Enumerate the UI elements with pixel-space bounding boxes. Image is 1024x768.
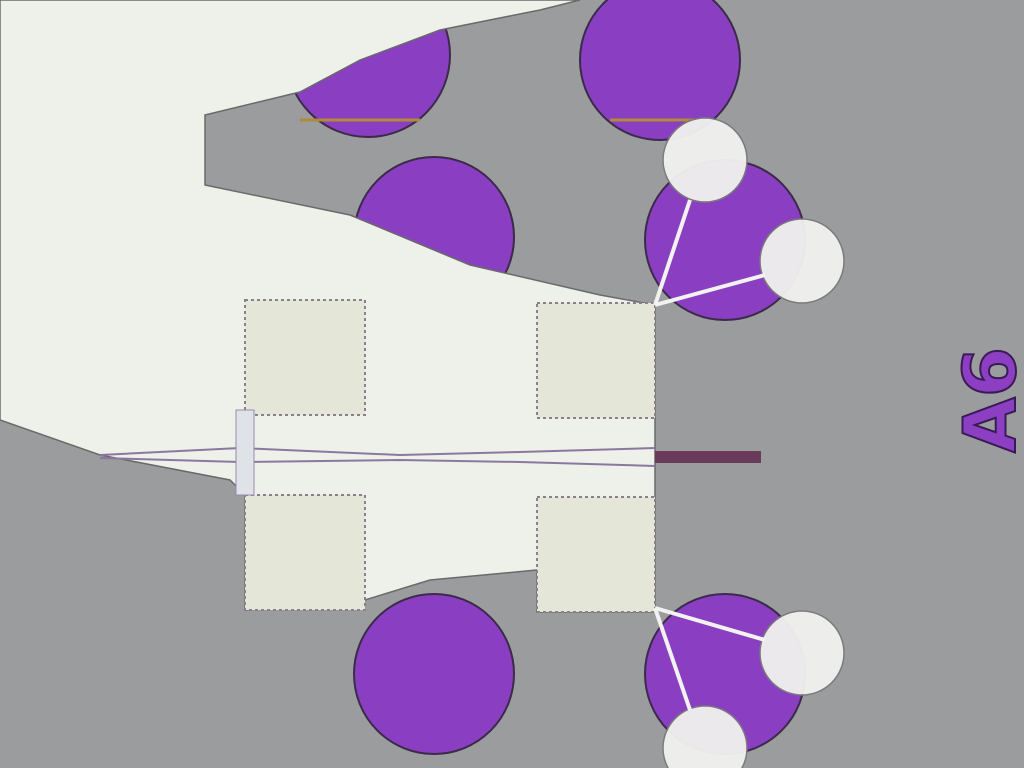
bond-wire bbox=[653, 607, 692, 711]
beam bbox=[99, 446, 656, 457]
bond-ball bbox=[759, 218, 845, 304]
probe-tip bbox=[655, 451, 761, 463]
bond-ball bbox=[759, 610, 845, 696]
beam bbox=[99, 457, 656, 467]
comb-pad bbox=[536, 496, 656, 613]
comb-pad bbox=[244, 299, 366, 416]
anchor bbox=[235, 409, 255, 496]
bond-ball bbox=[662, 117, 748, 203]
pad-circle bbox=[579, 0, 741, 141]
comb-pad bbox=[244, 494, 366, 611]
pad-circle bbox=[353, 593, 515, 755]
die-label: A6 bbox=[948, 347, 1024, 453]
bond-wire bbox=[654, 273, 766, 307]
bond-wire bbox=[653, 199, 692, 306]
comb-pad bbox=[536, 302, 656, 419]
bond-wire bbox=[654, 606, 766, 642]
bond-ball bbox=[662, 705, 748, 768]
